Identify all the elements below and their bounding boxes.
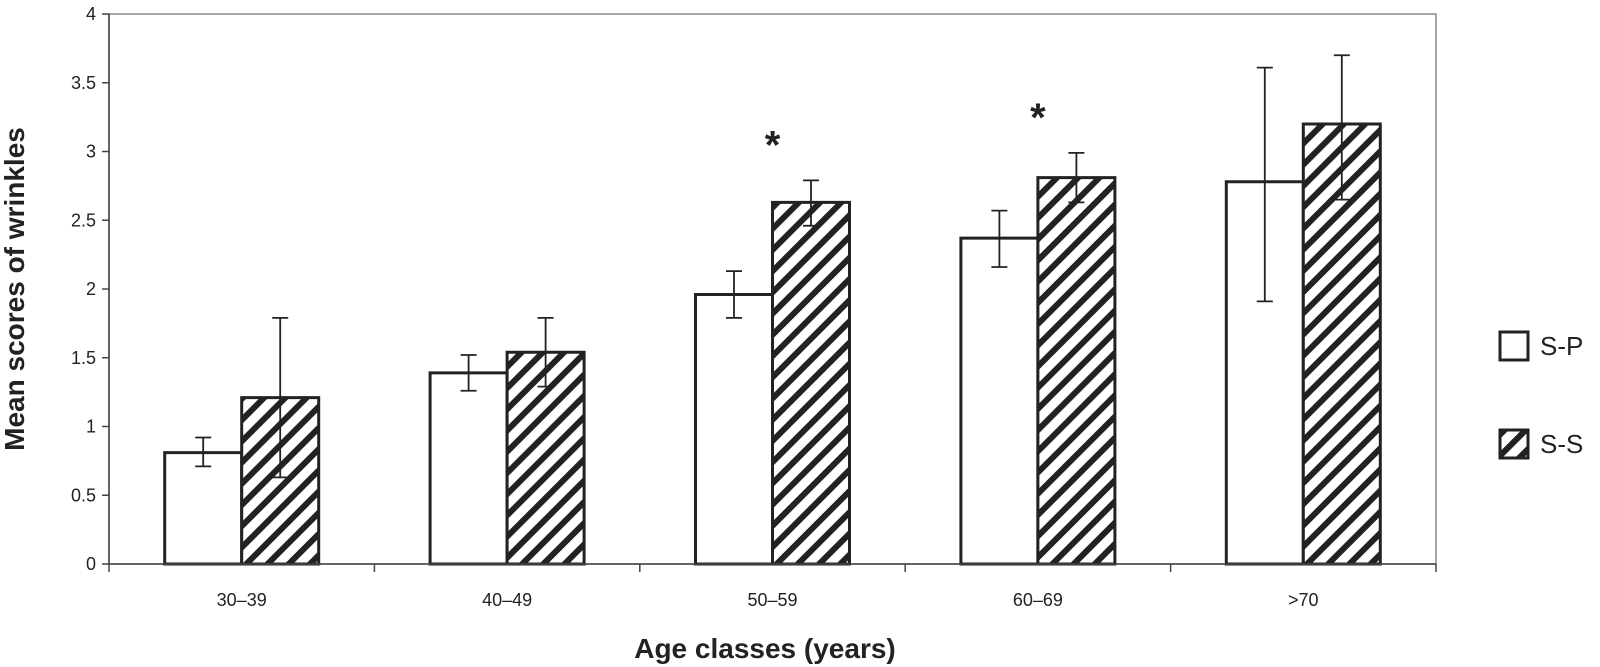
x-tick-label: >70: [1288, 590, 1319, 610]
legend-label-s-p: S-P: [1540, 331, 1583, 361]
bar-s-p: [428, 371, 509, 566]
bar-s-p: [694, 293, 774, 566]
y-tick-label: 2: [86, 279, 96, 299]
bars: [163, 122, 1382, 566]
legend-swatch-s-s: [1498, 428, 1530, 460]
bar-s-s: [1036, 176, 1117, 566]
y-tick-label: 3: [86, 142, 96, 162]
labels: 0 0.5 1 1.5 2 2.5 3 3.5 4 30–39 40–49 50–59 60–69 >70…: [71, 4, 1319, 610]
y-tick-label: 4: [86, 4, 96, 24]
bar-s-p: [163, 451, 244, 566]
y-tick-label: 2.5: [71, 210, 96, 230]
x-tick-label: 40–49: [482, 590, 532, 610]
x-tick-label: 60–69: [1013, 590, 1063, 610]
significance-star: *: [765, 123, 781, 167]
y-tick-label: 0.5: [71, 485, 96, 505]
y-axis-title: Mean scores of wrinkles: [0, 127, 30, 451]
x-tick-label: 30–39: [217, 590, 267, 610]
error-bars: [195, 54, 1350, 479]
axes: [102, 13, 1437, 572]
significance-star: *: [1030, 96, 1046, 140]
y-tick-label: 1: [86, 417, 96, 437]
x-tick-label: 50–59: [747, 590, 797, 610]
y-tick-label: 1.5: [71, 348, 96, 368]
x-axis-title: Age classes (years): [634, 633, 896, 664]
legend-label-s-s: S-S: [1540, 429, 1583, 459]
y-tick-label: 3.5: [71, 73, 96, 93]
legend-swatch-s-p: [1498, 330, 1530, 362]
y-tick-label: 0: [86, 554, 96, 574]
bar-s-s: [771, 200, 851, 566]
bar-s-p: [959, 236, 1040, 566]
legend: S-P S-S: [1498, 330, 1583, 460]
